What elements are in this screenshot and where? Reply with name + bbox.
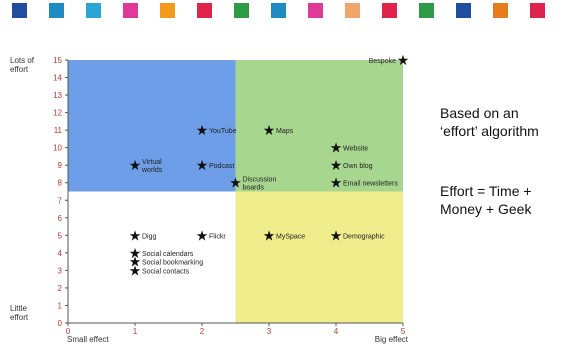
- data-point-label: Email newsletters: [343, 181, 398, 188]
- y-axis-bottom-label: Little effort: [10, 304, 29, 322]
- decor-tile: [49, 3, 64, 18]
- y-tick-label: 0: [58, 319, 63, 328]
- y-tick-label: 13: [53, 91, 62, 100]
- side-note-line-4: Money + Geek: [440, 201, 532, 217]
- quadrant-4: [235, 191, 403, 323]
- data-point-label: Website: [343, 146, 368, 153]
- x-tick-label: 5: [401, 327, 406, 336]
- data-point-star: ★: [196, 123, 209, 139]
- y-tick-label: 15: [53, 56, 62, 65]
- y-tick-label: 1: [58, 301, 63, 310]
- decor-tile: [123, 3, 138, 18]
- x-tick-label: 1: [133, 327, 138, 336]
- y-axis-top-label: Lots of effort: [10, 56, 35, 74]
- data-point-star: ★: [129, 158, 142, 174]
- x-tick-label: 3: [267, 327, 272, 336]
- data-point-star: ★: [129, 246, 142, 262]
- data-point-label: Digg: [142, 233, 157, 240]
- quadrant-layer: [68, 60, 403, 323]
- decor-tile: [308, 3, 323, 18]
- y-tick-label: 12: [53, 109, 62, 118]
- y-tick-label: 3: [58, 266, 63, 275]
- quadrant-2: [235, 60, 403, 192]
- x-axis-left-label: Small effect: [67, 335, 109, 344]
- decor-tile: [382, 3, 397, 18]
- data-point-star: ★: [129, 255, 142, 271]
- y-tick-label: 6: [58, 214, 63, 223]
- data-point-label: Demographic: [343, 233, 385, 240]
- data-point-label: Social bookmarking: [142, 260, 203, 267]
- y-tick-label: 7: [58, 196, 63, 205]
- data-point-star: ★: [196, 158, 209, 174]
- data-point-star: ★: [263, 228, 276, 244]
- decor-tile: [345, 3, 360, 18]
- y-tick-label: 14: [53, 74, 62, 83]
- x-tick-label: 4: [334, 327, 339, 336]
- point-layer: ★Bespoke★ YouTube ★ Maps★ Website★ Virtual wor…: [129, 53, 410, 279]
- decorative-tile-strip: [0, 0, 586, 22]
- data-point-label: Discussion boards: [243, 177, 277, 192]
- y-tick-label: 9: [58, 161, 63, 170]
- data-point-star: ★: [397, 53, 410, 69]
- data-point-label: MySpace: [276, 233, 305, 240]
- data-point-label: Social contacts: [142, 268, 190, 275]
- data-point-star: ★: [129, 263, 142, 279]
- data-point-label: Maps: [276, 128, 294, 135]
- decor-tile: [160, 3, 175, 18]
- side-note-top: Based on an ‘effort’ algorithm: [440, 104, 585, 140]
- decor-tile: [493, 3, 508, 18]
- y-tick-label: 8: [58, 179, 63, 188]
- data-point-star: ★: [330, 141, 343, 157]
- data-point-star: ★: [196, 228, 209, 244]
- data-point-label: YouTube: [209, 128, 237, 135]
- x-axis-right-label: Big effect: [375, 335, 409, 344]
- data-point-label: Flickr: [209, 233, 226, 240]
- data-point-star: ★: [129, 228, 142, 244]
- data-point-star: ★: [330, 176, 343, 192]
- data-point-label: Virtual worlds: [141, 159, 163, 174]
- data-point-label: Bespoke: [369, 58, 396, 65]
- decor-tile: [234, 3, 249, 18]
- data-point-star: ★: [330, 228, 343, 244]
- data-point-label: Social calendars: [142, 251, 194, 258]
- decor-tile: [86, 3, 101, 18]
- y-tick-label: 5: [58, 231, 63, 240]
- y-tick-label: 4: [58, 249, 63, 258]
- decor-tile: [456, 3, 471, 18]
- quadrant-3: [68, 191, 236, 323]
- side-note-line-2: ‘effort’ algorithm: [440, 123, 539, 139]
- x-tick-label: 0: [66, 327, 71, 336]
- side-note-bottom: Effort = Time + Money + Geek: [440, 182, 585, 218]
- decor-tile: [419, 3, 434, 18]
- data-point-star: ★: [330, 158, 343, 174]
- decor-tile: [12, 3, 27, 18]
- decor-tile: [197, 3, 212, 18]
- x-tick-label: 2: [200, 327, 205, 336]
- y-tick-label: 10: [53, 144, 62, 153]
- data-point-label: Podcast: [209, 163, 234, 170]
- side-note-line-3: Effort = Time +: [440, 183, 532, 199]
- y-tick-label: 11: [54, 126, 63, 135]
- data-point-label: Own blog: [343, 163, 373, 170]
- decor-tile: [530, 3, 545, 18]
- data-point-star: ★: [229, 176, 242, 192]
- side-note-line-1: Based on an: [440, 105, 519, 121]
- data-point-star: ★: [263, 123, 276, 139]
- y-tick-label: 2: [58, 284, 63, 293]
- decor-tile: [271, 3, 286, 18]
- quadrant-1: [68, 60, 236, 192]
